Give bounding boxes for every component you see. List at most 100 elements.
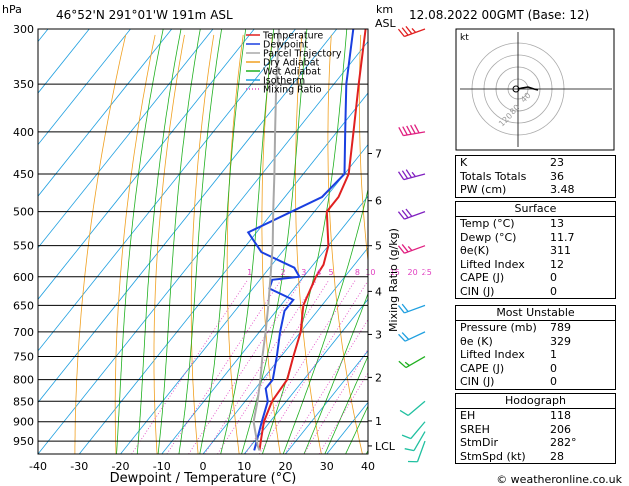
- index-label: θe (K): [460, 334, 493, 348]
- wind-barb: [398, 355, 426, 369]
- wind-barb-half-feather: [411, 27, 417, 33]
- wind-barbs: [397, 25, 426, 463]
- index-value: 329: [550, 334, 571, 348]
- legend-label: Mixing Ratio: [263, 85, 322, 96]
- isotherm-line: [243, 298, 368, 454]
- pressure-tick-label: 950: [13, 435, 34, 448]
- wind-barb: [397, 25, 426, 38]
- index-value: 0: [550, 284, 557, 298]
- dry-adiabat-line: [358, 34, 368, 265]
- wind-barb-feather: [404, 448, 415, 452]
- surface-title: Surface: [514, 202, 557, 215]
- temperature-tick-label: 10: [237, 460, 251, 473]
- mixing-ratio-label: 2: [281, 268, 286, 277]
- pressure-tick-label: 850: [13, 395, 34, 408]
- mixing-ratio-label: 1: [247, 268, 252, 277]
- index-label: CAPE (J): [460, 361, 505, 375]
- temperature-tick-label: -10: [153, 460, 171, 473]
- wind-barb-feather: [401, 209, 409, 219]
- pressure-tick-label: 500: [13, 206, 34, 219]
- wind-barb-feather: [397, 28, 405, 37]
- mixing-ratio-label: 20: [408, 268, 418, 277]
- isotherm-line: [38, 29, 338, 404]
- wind-barb-feather: [401, 303, 409, 312]
- wind-barb-feather: [397, 171, 405, 181]
- height-tick-label: 5: [375, 240, 382, 253]
- index-row: θe(K) 311: [456, 244, 615, 258]
- dry-adiabat-line: [114, 34, 156, 454]
- temperature-tick-label: -30: [70, 460, 88, 473]
- index-label: CAPE (J): [460, 271, 505, 284]
- index-value: 206: [550, 422, 571, 436]
- pressure-tick-label: 450: [13, 168, 34, 181]
- hodograph-trace: [517, 86, 539, 91]
- mixing-ratio-label: 15: [390, 268, 400, 277]
- index-label: Dewp (°C): [460, 230, 517, 244]
- wind-barb-feather: [401, 170, 409, 179]
- wind-barb-feather: [401, 434, 412, 440]
- wind-barb: [398, 331, 426, 342]
- most-unstable-title: Most Unstable: [496, 306, 575, 319]
- wind-barb-feather: [406, 125, 412, 135]
- index-label: Lifted Index: [460, 257, 525, 271]
- height-axis-labels: 1 2 3 4 5 6 7 LCL: [368, 148, 396, 453]
- index-value: 789: [550, 321, 571, 334]
- wind-barb: [397, 169, 426, 181]
- wind-barb-feather: [397, 245, 405, 254]
- hodograph-table: Hodograph EH 118 SREH 206 StmDir 282° StmSpd (…: [455, 393, 616, 464]
- pressure-tick-label: 300: [13, 23, 34, 36]
- wet-adiabat-line: [345, 405, 368, 454]
- index-label: StmSpd (kt): [460, 449, 526, 463]
- temperature-tick-label: 20: [279, 460, 293, 473]
- wind-barb-feather: [401, 332, 410, 340]
- wet-adiabat-line: [178, 29, 222, 454]
- height-tick-label: 3: [375, 328, 382, 341]
- wind-barb-feather: [399, 409, 409, 416]
- height-unit-label: km: [376, 3, 393, 16]
- mixing-ratio-line: [284, 318, 368, 454]
- index-row: Lifted Index 12: [456, 258, 615, 272]
- index-label: Lifted Index: [460, 348, 525, 361]
- index-label: K: [460, 156, 468, 169]
- datetime-label: 12.08.2022 00GMT (Base: 12): [409, 8, 589, 22]
- wind-barb-feather: [402, 126, 408, 136]
- mixing-ratio-label: 4: [316, 268, 321, 277]
- index-value: 118: [550, 409, 571, 422]
- legend-label: Dry Adiabat: [263, 58, 320, 69]
- legend-label: Dewpoint: [263, 40, 308, 51]
- index-row: StmDir 282°: [456, 436, 615, 450]
- location-label: 46°52'N 291°01'W 191m ASL: [56, 8, 233, 22]
- wind-barb-feather: [405, 169, 413, 178]
- index-value: 11.7: [550, 230, 575, 244]
- index-label: Pressure (mb): [460, 321, 537, 334]
- sounding-profiles: [246, 29, 367, 451]
- wind-barb: [404, 431, 426, 452]
- legend-label: Isotherm: [263, 76, 305, 87]
- index-row: Pressure (mb) 789: [456, 321, 615, 335]
- pressure-tick-labels: 300 350 400 450 500 550 600 650 700 750 800 850 900 9…: [13, 23, 34, 448]
- isotherm-lines: [38, 29, 368, 454]
- isotherm-line: [38, 29, 131, 146]
- hodograph-title: Hodograph: [505, 394, 566, 407]
- index-row: K 23: [456, 156, 615, 170]
- wind-barb-staff: [404, 304, 426, 314]
- index-row: CIN (J) 0: [456, 375, 615, 389]
- pressure-tick-label: 600: [13, 271, 34, 284]
- index-label: CIN (J): [460, 375, 495, 388]
- wind-barb: [397, 303, 426, 314]
- height-tick-label: LCL: [375, 440, 396, 453]
- dry-adiabat-lines: [74, 34, 368, 454]
- legend-label: Parcel Trajectory: [263, 49, 342, 60]
- wind-barb-feather: [414, 124, 420, 134]
- index-value: 36: [550, 169, 564, 183]
- wind-barb-half-feather: [404, 361, 410, 367]
- wind-barb: [398, 124, 426, 137]
- index-value: 0: [550, 361, 557, 375]
- index-value: 1: [550, 348, 557, 361]
- index-row: Totals Totals 36: [456, 170, 615, 184]
- index-row: SREH 206: [456, 423, 615, 437]
- dry-adiabat-line: [153, 34, 185, 454]
- isotherm-line: [120, 143, 368, 454]
- legend-label: Temperature: [262, 31, 323, 42]
